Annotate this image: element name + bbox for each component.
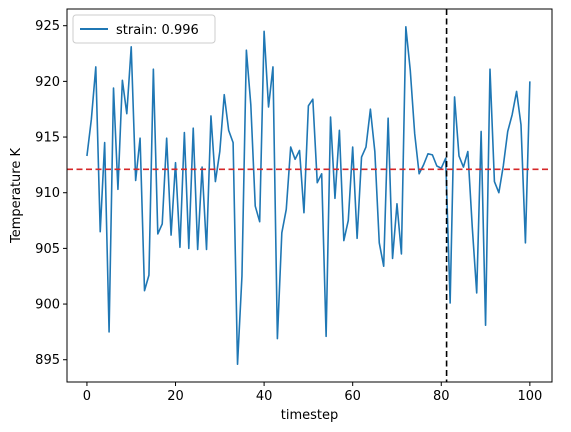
y-tick-label: 925 bbox=[35, 19, 60, 34]
x-tick-label: 100 bbox=[517, 389, 542, 404]
series-line-0 bbox=[86, 26, 531, 365]
legend-label: strain: 0.996 bbox=[116, 23, 199, 38]
y-axis-label: Temperature K bbox=[9, 148, 24, 244]
axes-frame bbox=[66, 8, 553, 383]
x-tick-label: 60 bbox=[344, 389, 361, 404]
y-tick-label: 910 bbox=[35, 186, 60, 201]
x-tick-label: 20 bbox=[167, 389, 184, 404]
legend: strain: 0.996 bbox=[72, 14, 216, 44]
legend-box bbox=[72, 14, 216, 44]
y-tick-label: 915 bbox=[35, 131, 60, 146]
x-tick-label: 0 bbox=[83, 389, 91, 404]
axis-ticks: 0 20 40 60 80 100 895 900 905 910 915 920 925 bbox=[35, 19, 542, 404]
x-axis-label: timestep bbox=[281, 408, 339, 423]
y-tick-label: 920 bbox=[35, 75, 60, 90]
y-tick-label: 900 bbox=[35, 298, 60, 313]
x-tick-label: 80 bbox=[433, 389, 450, 404]
plot-area bbox=[67, 9, 552, 382]
y-tick-label: 895 bbox=[35, 353, 60, 368]
x-tick-label: 40 bbox=[256, 389, 273, 404]
y-tick-label: 905 bbox=[35, 242, 60, 257]
